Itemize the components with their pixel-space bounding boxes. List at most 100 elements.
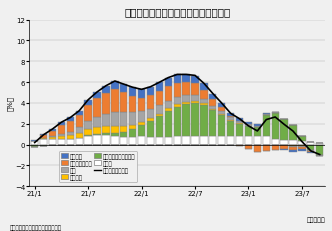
Bar [165, 101, 172, 108]
Bar [102, 134, 110, 136]
Bar [200, 104, 208, 106]
Bar [49, 131, 56, 137]
Bar [245, 145, 252, 149]
Bar [138, 90, 145, 98]
Bar [254, 145, 261, 152]
Bar [200, 84, 208, 90]
Bar [93, 93, 101, 99]
Bar [67, 135, 74, 139]
Bar [290, 141, 297, 145]
Bar [245, 122, 252, 124]
Bar [84, 100, 92, 106]
Title: 国内企業物価指数の前年比寄与度分解: 国内企業物価指数の前年比寄与度分解 [124, 7, 230, 17]
Bar [102, 114, 110, 127]
Bar [76, 133, 83, 138]
Bar [254, 128, 261, 136]
Bar [93, 135, 101, 136]
Bar [129, 125, 136, 130]
Bar [298, 136, 305, 141]
Bar [263, 145, 270, 151]
Bar [263, 116, 270, 137]
Bar [31, 141, 39, 142]
Bar [307, 145, 314, 150]
Bar [58, 136, 65, 139]
Bar [174, 107, 181, 136]
Bar [236, 118, 243, 121]
Bar [245, 124, 252, 126]
Bar [31, 142, 39, 145]
Bar [93, 99, 101, 118]
Bar [147, 109, 154, 119]
Bar [209, 99, 216, 106]
Bar [147, 119, 154, 122]
Bar [272, 112, 279, 113]
Legend: 化学製品, 石油・石炭製品, 鉄鋼, 非鉄金属, 電力・都市ガス・水道, その他, 総平均（前年比）: 化学製品, 石油・石炭製品, 鉄鋼, 非鉄金属, 電力・都市ガス・水道, その他… [59, 151, 137, 182]
Bar [227, 121, 234, 137]
Bar [191, 76, 199, 84]
Bar [298, 150, 305, 152]
Bar [138, 112, 145, 122]
Y-axis label: （%）: （%） [7, 96, 14, 111]
Bar [191, 84, 199, 96]
Bar [84, 121, 92, 129]
Bar [200, 137, 208, 145]
Bar [174, 75, 181, 83]
Bar [40, 134, 47, 135]
Bar [147, 137, 154, 145]
Bar [183, 82, 190, 96]
Bar [200, 100, 208, 104]
Bar [129, 130, 136, 137]
Bar [40, 135, 47, 138]
Bar [174, 136, 181, 145]
Bar [209, 94, 216, 99]
Bar [58, 126, 65, 134]
Bar [120, 85, 127, 93]
Bar [49, 137, 56, 138]
Bar [120, 113, 127, 126]
Bar [227, 117, 234, 118]
Bar [227, 137, 234, 145]
Bar [156, 91, 163, 106]
Bar [147, 122, 154, 137]
Bar [263, 137, 270, 145]
Bar [218, 116, 225, 137]
Bar [316, 143, 323, 145]
Bar [102, 127, 110, 134]
Bar [298, 145, 305, 146]
Bar [165, 78, 172, 87]
Bar [281, 145, 288, 149]
Bar [102, 136, 110, 145]
Bar [290, 150, 297, 152]
Bar [236, 123, 243, 124]
Bar [102, 94, 110, 114]
Bar [316, 155, 323, 156]
Bar [183, 105, 190, 136]
Bar [138, 98, 145, 112]
Bar [290, 145, 297, 146]
Bar [281, 140, 288, 145]
Bar [174, 104, 181, 107]
Bar [67, 122, 74, 132]
Bar [84, 129, 92, 136]
Bar [254, 126, 261, 128]
Bar [111, 113, 119, 126]
Bar [200, 90, 208, 100]
Bar [191, 103, 199, 137]
Bar [76, 128, 83, 133]
Bar [209, 110, 216, 111]
Bar [307, 150, 314, 151]
Bar [263, 115, 270, 116]
Bar [111, 133, 119, 136]
Bar [129, 113, 136, 125]
Bar [281, 120, 288, 140]
Bar [236, 121, 243, 123]
Bar [272, 139, 279, 145]
Bar [174, 83, 181, 98]
Bar [191, 96, 199, 101]
Bar [40, 139, 47, 145]
Bar [120, 137, 127, 145]
Bar [67, 118, 74, 122]
Bar [209, 111, 216, 137]
Bar [76, 116, 83, 128]
Bar [93, 128, 101, 135]
